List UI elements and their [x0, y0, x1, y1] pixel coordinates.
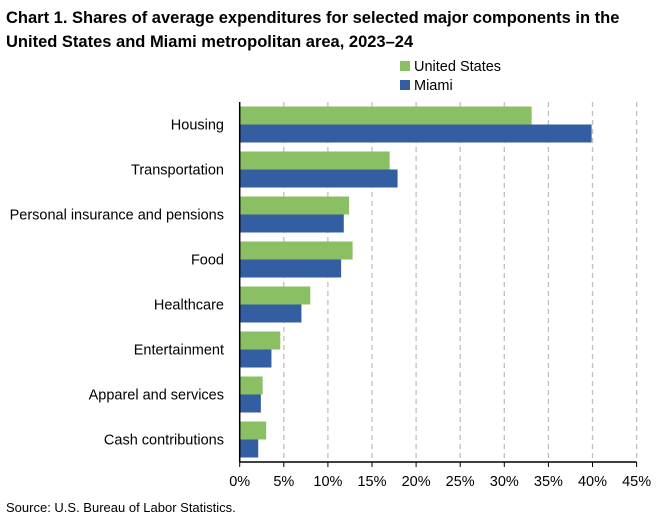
category-label: Personal insurance and pensions — [10, 208, 224, 224]
bar-united-states — [239, 331, 281, 350]
bar-united-states — [239, 106, 532, 125]
category-label: Food — [191, 253, 224, 269]
x-tick-label: 5% — [273, 474, 294, 490]
bar-united-states — [239, 286, 311, 305]
x-tick-label: 0% — [229, 474, 250, 490]
chart-title: Chart 1. Shares of average expenditures … — [6, 9, 620, 51]
bar-miami — [239, 304, 302, 323]
x-tick-label: 20% — [402, 474, 431, 490]
bar-miami — [239, 169, 398, 188]
x-tick-label: 35% — [534, 474, 563, 490]
x-tick-label: 30% — [490, 474, 519, 490]
x-tick-label: 45% — [622, 474, 651, 490]
bar-united-states — [239, 151, 390, 170]
category-label: Apparel and services — [89, 388, 224, 404]
category-label: Transportation — [131, 163, 224, 179]
bar-miami — [239, 439, 259, 458]
bar-united-states — [239, 241, 353, 260]
bar-united-states — [239, 196, 350, 215]
category-label: Housing — [171, 118, 224, 134]
category-label: Entertainment — [134, 343, 224, 359]
legend-swatch — [400, 61, 410, 71]
bar-miami — [239, 394, 261, 413]
legend-swatch — [400, 80, 410, 90]
x-tick-label: 40% — [578, 474, 607, 490]
x-tick-label: 15% — [357, 474, 386, 490]
bar-united-states — [239, 376, 263, 395]
x-tick-label: 25% — [446, 474, 475, 490]
bar-miami — [239, 259, 342, 278]
bar-miami — [239, 214, 344, 233]
legend-label: United States — [414, 59, 501, 75]
bar-miami — [239, 124, 592, 143]
bar-miami — [239, 349, 272, 368]
x-tick-label: 10% — [313, 474, 342, 490]
legend-label: Miami — [414, 78, 453, 94]
category-label: Healthcare — [154, 298, 224, 314]
source-note: Source: U.S. Bureau of Labor Statistics. — [6, 500, 236, 515]
bar-united-states — [239, 421, 267, 440]
category-label: Cash contributions — [104, 433, 224, 449]
